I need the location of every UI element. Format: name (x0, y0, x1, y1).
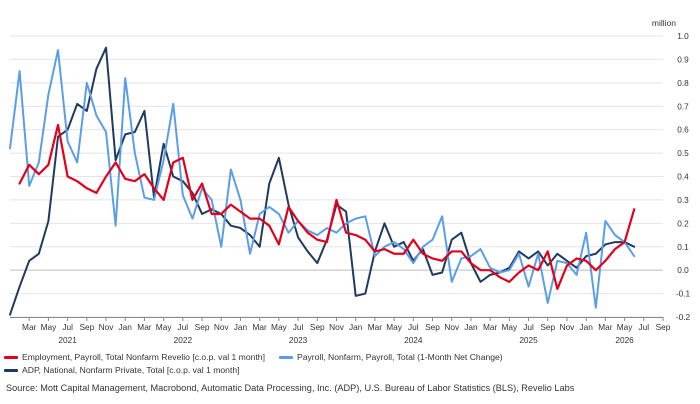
y-tick-label: 0.5 (677, 148, 689, 158)
x-tick-label: Sep (195, 322, 210, 332)
x-tick-label: Jan (464, 322, 478, 332)
legend-label-bls-payroll: Payroll, Nonfarm, Payroll, Total (1-Mont… (296, 352, 503, 362)
axes: million -0.2 -0.1 0.0 0.1 0.2 0.3 0.4 0.5 0.6 0.7… (10, 18, 691, 345)
x-tick-label: Nov (329, 322, 345, 332)
x-tick-label: Jul (523, 322, 534, 332)
x-tick-label: May (617, 322, 634, 332)
x-tick-label: Jan (349, 322, 363, 332)
x-tick-label: Jan (119, 322, 133, 332)
x-tick-label: Jul (408, 322, 419, 332)
x-year-label: 2026 (615, 335, 634, 345)
legend-entry-adp: ADP, National, Nonfarm Private, Total [c… (4, 364, 240, 377)
series-line-adp (9, 46, 636, 316)
x-tick-label: May (41, 322, 58, 332)
series-lines (9, 46, 636, 316)
x-tick-label: Jul (293, 322, 304, 332)
x-tick-label: May (271, 322, 288, 332)
x-tick-label: Mar (253, 322, 268, 332)
x-year-label: 2025 (519, 335, 538, 345)
chart-legend: Employment, Payroll, Total Nonfarm Revel… (4, 351, 517, 377)
x-year-label: 2024 (404, 335, 423, 345)
x-tick-label: Sep (540, 322, 555, 332)
legend-swatch-revelio (4, 356, 18, 359)
y-tick-label: 0.7 (677, 101, 689, 111)
legend-swatch-bls-payroll (278, 356, 293, 359)
x-tick-label: Mar (22, 322, 37, 332)
x-tick-label: May (502, 322, 519, 332)
y-tick-label: 0.1 (677, 242, 689, 252)
y-tick-label: -0.1 (676, 289, 691, 299)
legend-entry-bls-payroll: Payroll, Nonfarm, Payroll, Total (1-Mont… (278, 351, 503, 364)
x-tick-label: Sep (656, 322, 671, 332)
legend-label-adp: ADP, National, Nonfarm Private, Total [c… (22, 365, 240, 375)
y-tick-label: 0.4 (677, 172, 689, 182)
x-tick-label: Sep (425, 322, 440, 332)
x-tick-label: Nov (214, 322, 230, 332)
x-year-label: 2023 (289, 335, 308, 345)
legend-row-2: ADP, National, Nonfarm Private, Total [c… (4, 364, 517, 377)
x-tick-label: Nov (560, 322, 576, 332)
y-tick-label: 0.0 (677, 265, 689, 275)
x-year-label: 2022 (174, 335, 193, 345)
x-tick-label: Jul (178, 322, 189, 332)
legend-row-1: Employment, Payroll, Total Nonfarm Revel… (4, 351, 517, 364)
legend-label-revelio: Employment, Payroll, Total Nonfarm Revel… (22, 352, 265, 362)
x-tick-label: Mar (483, 322, 498, 332)
series-line-bls-payroll (9, 49, 636, 309)
x-tick-label: May (386, 322, 403, 332)
y-tick-label: 0.2 (677, 218, 689, 228)
source-note: Source: Mott Capital Management, Macrobo… (6, 383, 575, 393)
y-tick-label: 1.0 (677, 31, 689, 41)
x-tick-label: Sep (79, 322, 94, 332)
x-year-label: 2021 (58, 335, 77, 345)
y-tick-label: -0.2 (676, 312, 691, 322)
x-tick-label: Nov (444, 322, 460, 332)
y-tick-label: 0.8 (677, 78, 689, 88)
x-tick-label: Jan (234, 322, 248, 332)
x-tick-label: Jul (62, 322, 73, 332)
x-tick-label: Nov (99, 322, 115, 332)
legend-swatch-adp (4, 369, 18, 372)
y-tick-label: 0.9 (677, 54, 689, 64)
x-tick-label: Mar (598, 322, 613, 332)
x-tick-label: Mar (137, 322, 152, 332)
x-tick-label: Sep (310, 322, 325, 332)
x-tick-label: May (156, 322, 173, 332)
y-tick-label: 0.6 (677, 125, 689, 135)
y-axis-unit-label: million (652, 18, 676, 28)
x-tick-label: Jul (638, 322, 649, 332)
y-tick-label: 0.3 (677, 195, 689, 205)
x-tick-label: Jan (579, 322, 593, 332)
x-tick-label: Mar (368, 322, 383, 332)
legend-entry-revelio: Employment, Payroll, Total Nonfarm Revel… (4, 351, 265, 364)
line-chart: million -0.2 -0.1 0.0 0.1 0.2 0.3 0.4 0.5 0.6 0.7… (9, 18, 691, 345)
series-line-revelio (18, 123, 636, 290)
